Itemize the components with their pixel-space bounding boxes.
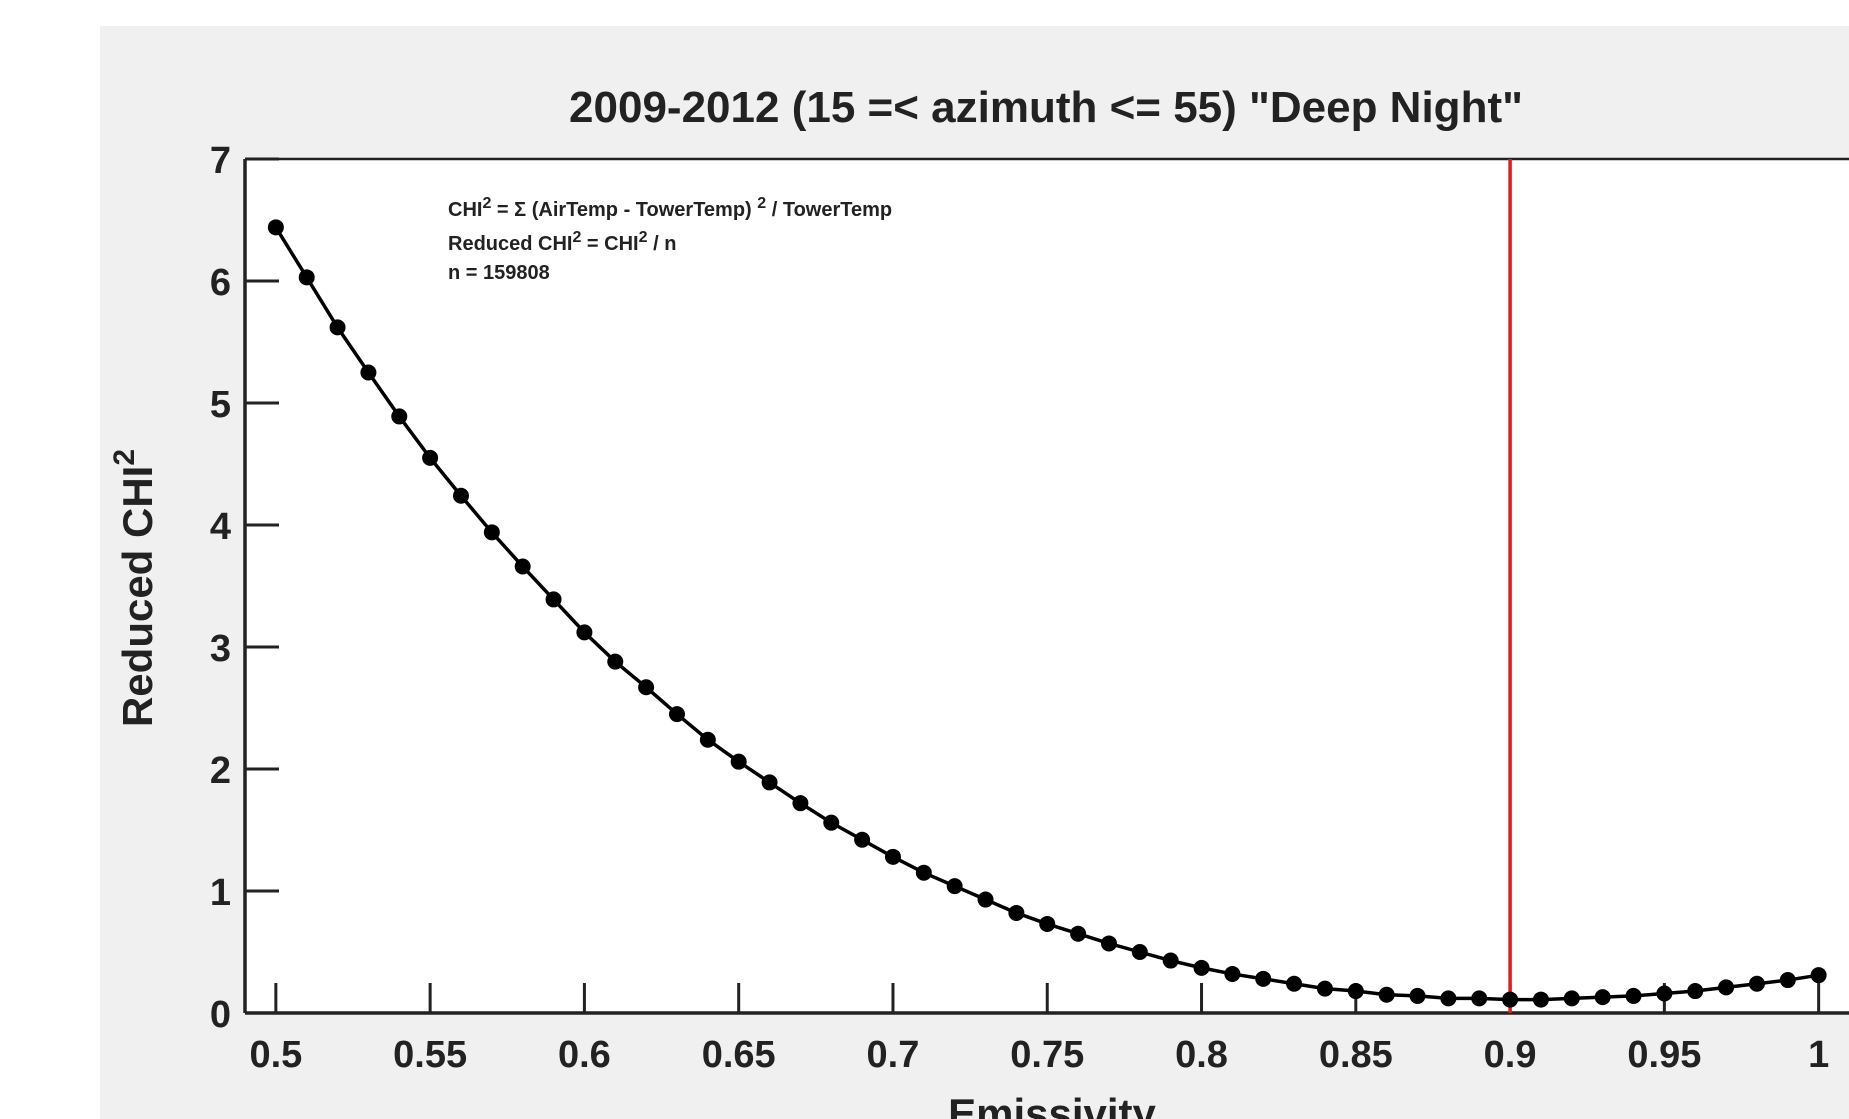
y-tick-label: 7	[210, 140, 231, 182]
data-point	[638, 679, 655, 696]
data-point	[1070, 925, 1087, 942]
data-point	[452, 487, 469, 504]
data-point	[730, 753, 747, 770]
y-axis-label-superscript: 2	[108, 449, 141, 466]
data-point	[915, 864, 932, 881]
annotation-part: = CHI	[581, 233, 638, 255]
y-tick-label: 3	[210, 628, 231, 670]
x-axis-label: Emissivity	[948, 1090, 1156, 1119]
axes-background	[245, 159, 1849, 1013]
data-point	[1347, 983, 1364, 1000]
data-point	[576, 624, 593, 641]
data-point	[483, 524, 500, 541]
data-point	[792, 795, 809, 812]
data-point	[422, 449, 439, 466]
data-point	[1440, 990, 1457, 1007]
x-tick-label: 0.5	[249, 1034, 302, 1076]
y-tick-label: 2	[210, 750, 231, 792]
y-tick-label: 5	[210, 384, 231, 426]
annotation-part: = Σ (AirTemp - TowerTemp)	[491, 199, 757, 221]
x-tick-label: 1	[1808, 1034, 1829, 1076]
annotation: n = 159808	[448, 262, 550, 284]
annotation-part: n = 159808	[448, 262, 550, 284]
annotation-part: CHI	[448, 199, 482, 221]
data-point	[1532, 991, 1549, 1008]
y-axis-label-part: Reduced CHI	[114, 466, 161, 727]
data-point	[267, 219, 284, 236]
data-point	[1409, 987, 1426, 1004]
x-tick-label: 0.7	[867, 1034, 920, 1076]
data-point	[545, 591, 562, 608]
data-point	[1563, 990, 1580, 1007]
y-tick-label: 0	[210, 994, 231, 1036]
annotation-superscript: 2	[482, 195, 491, 212]
annotation-part: / n	[648, 233, 677, 255]
x-tick-label: 0.95	[1627, 1034, 1701, 1076]
x-tick-label: 0.55	[393, 1034, 467, 1076]
data-point	[1502, 991, 1519, 1008]
data-point	[1625, 987, 1642, 1004]
data-point	[1748, 975, 1765, 992]
data-point	[1810, 967, 1827, 984]
annotation-superscript: 2	[572, 229, 581, 246]
data-point	[854, 831, 871, 848]
data-point	[1131, 944, 1148, 960]
annotation-part: / TowerTemp	[766, 199, 892, 221]
data-point	[1378, 986, 1395, 1003]
y-tick-label: 6	[210, 262, 231, 304]
x-tick-label: 0.65	[702, 1034, 776, 1076]
data-point	[1100, 935, 1117, 952]
data-point	[1594, 989, 1611, 1006]
data-point	[884, 848, 901, 865]
y-axis-label: Reduced CHI2	[108, 449, 161, 727]
annotation-superscript: 2	[757, 195, 766, 212]
data-point	[360, 364, 377, 381]
y-tick-label: 4	[210, 506, 231, 548]
data-point	[298, 269, 315, 286]
chart-title: 2009-2012 (15 =< azimuth <= 55) "Deep Ni…	[569, 83, 1523, 132]
data-point	[1286, 975, 1303, 992]
data-point	[977, 891, 994, 908]
x-tick-label: 0.9	[1484, 1034, 1537, 1076]
data-point	[1656, 985, 1673, 1002]
data-point	[514, 558, 531, 575]
data-point	[1718, 979, 1735, 996]
data-point	[823, 814, 840, 831]
data-point	[1687, 983, 1704, 1000]
data-point	[668, 706, 685, 723]
data-point	[329, 319, 346, 336]
data-point	[946, 878, 963, 895]
data-point	[391, 408, 408, 425]
data-point	[1471, 990, 1488, 1007]
data-point	[607, 653, 624, 670]
x-tick-label: 0.75	[1010, 1034, 1084, 1076]
data-point	[1162, 952, 1179, 969]
data-point	[1779, 972, 1796, 989]
data-point	[1316, 980, 1333, 997]
data-point	[1224, 965, 1241, 982]
data-point	[1193, 959, 1210, 976]
annotation: CHI2 = Σ (AirTemp - TowerTemp) 2 / Tower…	[448, 195, 892, 221]
x-tick-label: 0.85	[1319, 1034, 1393, 1076]
data-point	[1008, 904, 1025, 921]
data-point	[1255, 970, 1272, 987]
x-tick-label: 0.8	[1175, 1034, 1228, 1076]
annotation-part: Reduced CHI	[448, 233, 572, 255]
annotation: Reduced CHI2 = CHI2 / n	[448, 229, 676, 255]
y-tick-label: 1	[210, 872, 231, 914]
data-point	[1039, 915, 1056, 932]
data-point	[761, 774, 778, 791]
annotation-superscript: 2	[639, 229, 648, 246]
data-point	[699, 731, 716, 748]
x-tick-label: 0.6	[558, 1034, 611, 1076]
